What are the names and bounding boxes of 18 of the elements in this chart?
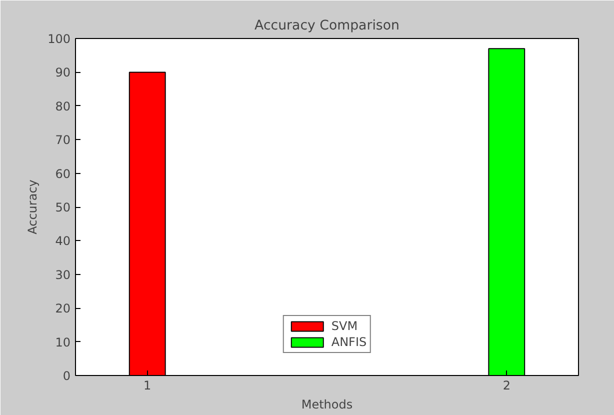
y-tick-label: 10 <box>55 335 71 350</box>
y-axis-title: Accuracy <box>26 180 40 234</box>
y-tick-label: 80 <box>55 99 71 114</box>
y-tick-label: 70 <box>55 133 71 148</box>
legend-label: SVM <box>331 319 358 333</box>
y-tick-label: 100 <box>48 32 70 46</box>
y-tick-label: 40 <box>55 234 71 248</box>
y-tick-label: 50 <box>55 200 71 214</box>
y-tick-label: 90 <box>55 66 71 80</box>
x-tick-label: 1 <box>144 378 152 392</box>
y-tick-label: 60 <box>55 166 71 181</box>
legend-label: ANFIS <box>331 335 367 349</box>
chart-title: Accuracy Comparison <box>254 18 400 34</box>
y-tick-label: 30 <box>55 268 71 282</box>
y-tick-label: 0 <box>62 369 71 383</box>
x-tick-label: 2 <box>502 378 510 392</box>
y-tick-label: 20 <box>55 302 71 316</box>
x-axis-title: Methods <box>301 398 353 412</box>
